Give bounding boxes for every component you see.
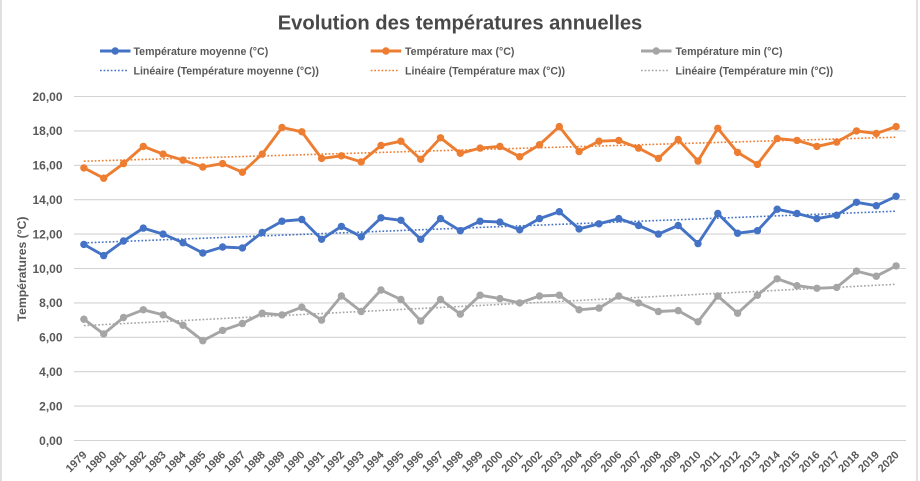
svg-text:Linéaire (Température max (°C): Linéaire (Température max (°C)): [405, 66, 565, 78]
svg-text:16,00: 16,00: [32, 159, 62, 173]
svg-text:8,00: 8,00: [39, 296, 63, 310]
svg-text:0,00: 0,00: [39, 434, 63, 448]
svg-text:Température moyenne (°C): Température moyenne (°C): [134, 46, 269, 58]
svg-text:Linéaire (Température min (°C): Linéaire (Température min (°C)): [676, 66, 834, 78]
svg-text:6,00: 6,00: [39, 331, 63, 345]
svg-text:14,00: 14,00: [32, 193, 62, 207]
svg-text:Température min (°C): Température min (°C): [676, 46, 783, 58]
svg-text:18,00: 18,00: [32, 124, 62, 138]
svg-text:20,00: 20,00: [32, 90, 62, 104]
svg-text:Température max (°C): Température max (°C): [405, 46, 514, 58]
svg-text:Evolution des températures ann: Evolution des températures annuelles: [278, 12, 643, 34]
svg-text:Températures (°C): Températures (°C): [15, 217, 29, 322]
svg-text:4,00: 4,00: [39, 365, 63, 379]
svg-text:10,00: 10,00: [32, 262, 62, 276]
svg-text:12,00: 12,00: [32, 227, 62, 241]
svg-text:Linéaire (Température moyenne: Linéaire (Température moyenne (°C)): [134, 66, 319, 78]
svg-text:2,00: 2,00: [39, 399, 63, 413]
